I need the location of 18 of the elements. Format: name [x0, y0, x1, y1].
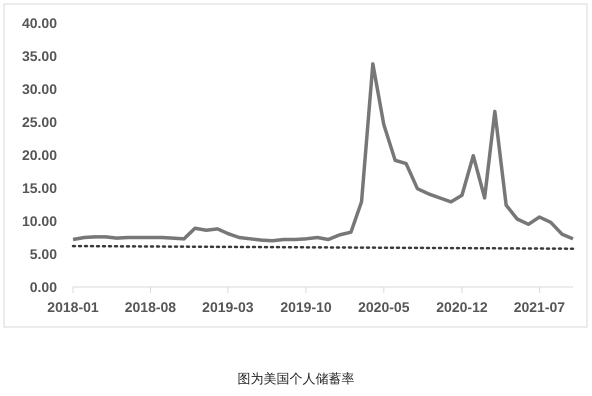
line-series [71, 62, 575, 243]
x-tick-label: 2019-03 [202, 299, 254, 315]
y-tick-label: 40.00 [22, 15, 58, 31]
y-tick-label: 25.00 [22, 114, 58, 130]
y-tick-label: 30.00 [22, 81, 58, 97]
x-tick-label: 2018-01 [47, 299, 99, 315]
x-tick-label: 2018-08 [124, 299, 176, 315]
x-tick-label: 2020-12 [436, 299, 488, 315]
y-tick-label: 20.00 [22, 147, 58, 163]
y-tick-label: 10.00 [22, 213, 58, 229]
y-tick-label: 0.00 [30, 279, 58, 295]
x-tick-label: 2019-10 [280, 299, 332, 315]
x-tick-label: 2021-07 [514, 299, 566, 315]
text: 图为美国个人储蓄率 [238, 371, 354, 386]
y-tick-label: 35.00 [22, 48, 58, 64]
y-tick-label: 15.00 [22, 180, 58, 196]
y-tick-label: 5.00 [30, 246, 58, 262]
x-tick-label: 2020-05 [358, 299, 410, 315]
